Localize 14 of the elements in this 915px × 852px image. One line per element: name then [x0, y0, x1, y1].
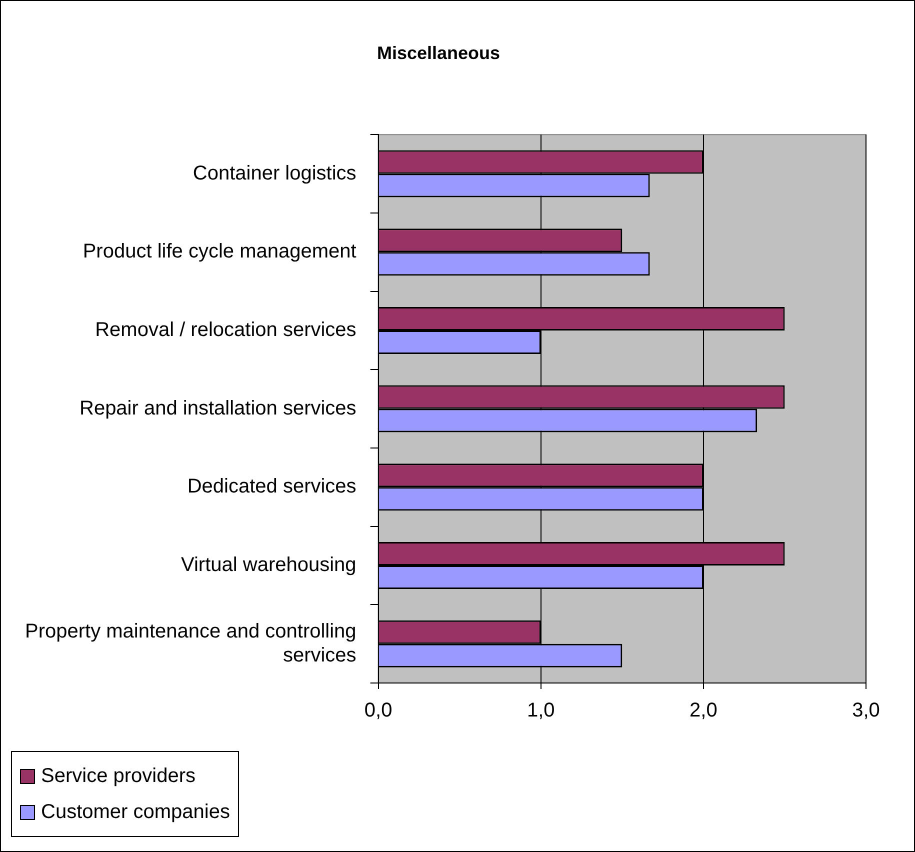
- legend-label: Service providers: [41, 764, 196, 788]
- y-tick-label: Property maintenance and controlling services: [24, 620, 356, 666]
- legend-label: Customer companies: [41, 800, 230, 824]
- x-tick-label: 2,0: [690, 700, 718, 722]
- y-tick-label: Dedicated services: [187, 476, 356, 498]
- y-tick-label: Repair and installation services: [79, 397, 356, 420]
- x-tick-label: 1,0: [526, 700, 555, 722]
- y-tick-label: Container logistics: [192, 162, 356, 184]
- y-tick-label: Virtual warehousing: [181, 554, 356, 576]
- x-tick-label: 3,0: [852, 700, 880, 722]
- x-tick-label: 0,0: [364, 700, 392, 722]
- y-tick-label: Removal / relocation services: [95, 318, 356, 341]
- y-tick-label: Product life cycle management: [82, 240, 357, 263]
- chart-title: Miscellaneous: [376, 42, 500, 63]
